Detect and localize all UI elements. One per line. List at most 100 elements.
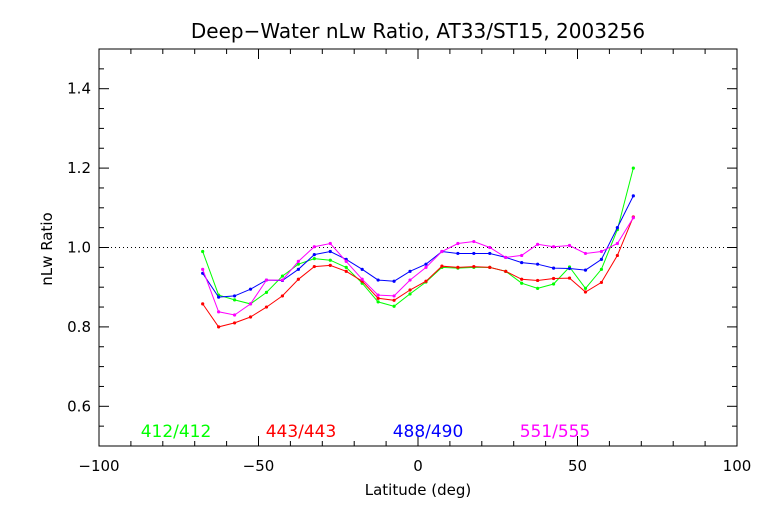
data-point [615,253,619,258]
data-point [264,278,269,282]
data-point [201,267,205,271]
data-point [392,304,396,308]
data-point [583,268,588,272]
data-point [472,251,476,256]
data-point [567,243,572,248]
data-point [376,278,380,282]
data-point [248,302,253,306]
y-axis-ticks: 0.6 0.8 1.0 1.2 1.4 [67,48,737,447]
legend-label: 443/443 [266,422,337,442]
data-point [456,251,460,256]
x-tick-label: −50 [243,457,275,475]
data-point [392,298,396,302]
data-point [599,280,604,285]
series-layer [201,166,635,329]
data-point [232,298,237,302]
data-point [344,269,348,273]
data-point [488,245,492,250]
data-point [264,305,269,309]
x-tick-label: 100 [723,457,752,475]
data-point [312,264,316,269]
data-point [328,241,332,246]
data-point [583,251,588,256]
y-tick-label: 1.0 [67,239,91,257]
data-point [376,293,380,297]
data-point [376,300,380,304]
data-point [504,255,508,260]
data-point [551,276,556,281]
data-point [408,278,412,282]
data-point [536,262,540,266]
data-point [440,249,444,254]
data-point [280,274,285,278]
data-point [615,226,619,230]
data-point [631,216,635,220]
data-point [599,267,604,271]
legend-label: 551/555 [520,422,591,442]
data-point [280,294,285,298]
data-point [280,278,285,282]
data-point [472,264,476,269]
x-tick-label: 0 [413,457,423,475]
data-point [567,276,572,280]
series-line-412-412 [202,167,634,307]
data-point [631,194,635,198]
data-point [312,253,316,257]
data-point [217,325,221,329]
data-point [567,266,572,271]
data-point [360,277,364,281]
data-point [631,166,635,170]
data-point [536,286,540,290]
data-point [312,245,316,249]
legend-label: 488/490 [393,422,464,442]
data-point [520,281,524,285]
legend: 412/412 443/443 488/490 551/555 [141,422,591,442]
data-point [424,262,428,266]
data-point [424,265,428,269]
data-point [615,241,619,246]
data-point [201,249,205,254]
data-point [408,292,412,296]
data-point [296,267,300,271]
data-point [408,269,412,273]
data-point [264,290,269,294]
y-tick-label: 1.4 [67,80,91,98]
data-point [296,262,300,266]
chart-title: Deep−Water nLw Ratio, AT33/ST15, 2003256 [191,19,645,43]
series-line-551-555 [202,217,634,316]
x-tick-label: 50 [568,457,587,475]
x-tick-label: −100 [78,457,119,475]
data-point [392,279,396,283]
data-point [520,260,524,265]
data-point [551,282,556,286]
data-point [424,279,428,283]
data-point [472,239,476,244]
series-line-443-443 [202,216,634,328]
data-point [232,313,237,317]
data-point [488,265,492,269]
data-point [456,241,460,246]
data-point [344,259,348,263]
data-point [392,294,396,298]
data-point [520,253,524,258]
data-point [232,321,237,325]
data-point [328,263,332,267]
y-tick-label: 1.2 [67,159,91,177]
data-point [504,269,508,273]
data-point [296,259,300,263]
data-point [583,290,588,294]
data-point [328,249,332,254]
x-axis-ticks: −100 −50 0 50 100 [78,49,751,475]
data-point [217,310,221,314]
y-axis-label: nLw Ratio [38,212,56,285]
data-point [217,295,221,299]
data-point [201,302,205,306]
legend-label: 412/412 [141,422,212,442]
data-point [551,245,556,249]
data-point [312,257,316,261]
data-point [599,257,604,262]
data-point [536,278,540,283]
data-point [296,277,300,281]
data-point [599,249,604,254]
